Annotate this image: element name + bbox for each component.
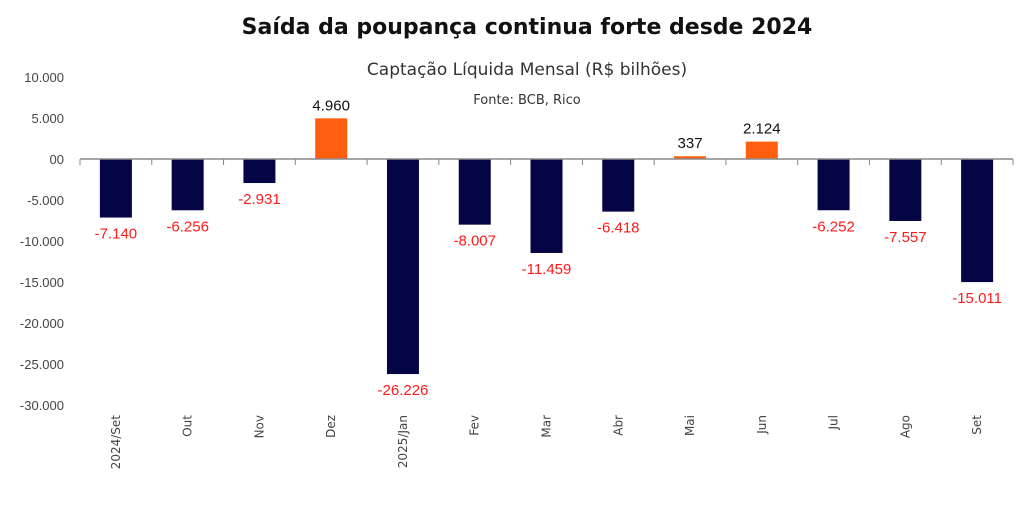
x-tick-label: Mar <box>540 415 554 438</box>
x-tick-label: 2025/Jan <box>396 415 410 468</box>
data-label: -26.226 <box>378 382 429 399</box>
chart-title: Saída da poupança continua forte desde 2… <box>242 15 813 40</box>
bar <box>315 118 348 159</box>
bar <box>602 159 635 212</box>
y-tick-label: 5.000 <box>31 111 64 126</box>
x-tick-labels: 2024/Set Out Nov Dez 2025/Jan Fev Mar Abr Mai Jun… <box>109 415 984 470</box>
y-tick-label: -15.000 <box>20 275 64 290</box>
bars <box>99 118 994 375</box>
bar <box>530 159 563 253</box>
bar <box>99 159 132 218</box>
data-label: -7.140 <box>95 226 138 243</box>
bar <box>458 159 491 225</box>
x-tick-label: 2024/Set <box>109 415 123 470</box>
data-label: -2.931 <box>238 191 281 208</box>
x-tick-label: Abr <box>611 415 625 436</box>
data-label: 337 <box>678 135 703 152</box>
data-label: 4.960 <box>312 97 350 114</box>
data-label: -8.007 <box>453 233 496 250</box>
x-tick-label: Fev <box>468 415 482 436</box>
y-tick-label: -5.000 <box>27 193 64 208</box>
x-tick-label: Set <box>970 415 984 435</box>
data-label: -11.459 <box>522 261 572 278</box>
bar <box>817 159 850 211</box>
bar <box>889 159 922 221</box>
bar <box>386 159 419 375</box>
x-tick-label: Out <box>181 415 195 437</box>
bar <box>961 159 994 283</box>
y-tick-label: -30.000 <box>20 398 64 413</box>
data-label: -7.557 <box>884 229 927 246</box>
data-label: -6.256 <box>166 218 209 235</box>
bar <box>674 156 707 159</box>
bar <box>171 159 204 211</box>
data-label: 2.124 <box>743 121 781 138</box>
x-tick-label: Jun <box>755 415 769 435</box>
bar <box>243 159 276 184</box>
y-tick-label: -20.000 <box>20 316 64 331</box>
y-tick-label: 00 <box>50 152 64 167</box>
x-axis <box>79 158 1014 165</box>
x-tick-label: Mai <box>683 415 697 436</box>
bar <box>745 141 778 159</box>
x-tick-label: Dez <box>324 415 338 438</box>
x-tick-label: Nov <box>252 415 266 438</box>
data-label: -6.418 <box>597 220 640 237</box>
y-axis: 10.000 5.000 00 -5.000 -10.000 -15.000 -20.000… <box>20 70 64 413</box>
y-tick-label: -25.000 <box>20 357 64 372</box>
y-tick-label: -10.000 <box>20 234 64 249</box>
y-tick-label: 10.000 <box>24 70 64 85</box>
data-label: -15.011 <box>952 290 1002 307</box>
x-tick-label: Jul <box>827 415 841 430</box>
chart-source: Fonte: BCB, Rico <box>473 93 581 108</box>
data-label: -6.252 <box>812 218 855 235</box>
chart-subtitle: Captação Líquida Mensal (R$ bilhões) <box>367 60 687 80</box>
x-tick-label: Ago <box>898 415 912 438</box>
data-labels: -7.140 -6.256 -2.931 4.960 -26.226 -8.007 -11.… <box>95 97 1002 399</box>
